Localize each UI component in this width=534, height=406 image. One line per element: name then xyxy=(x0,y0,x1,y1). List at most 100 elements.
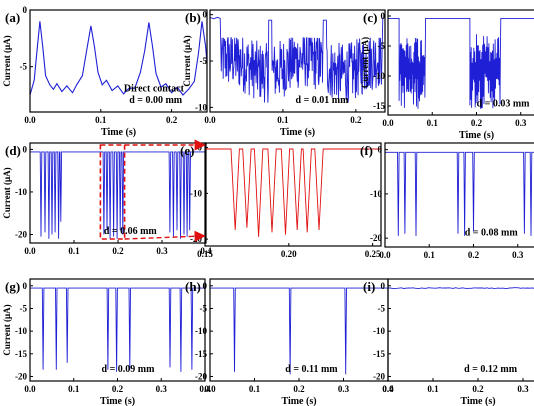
x-tick-label: 0.4 xyxy=(199,384,211,394)
x-tick-label: 0.0 xyxy=(24,246,36,256)
distance-annotation: d = 0.01 mm xyxy=(296,95,350,106)
panel-f: 0.00.10.20.30.40-10-20(f)d = 0.08 mm xyxy=(360,142,534,260)
y-tick-label: -5 xyxy=(378,41,386,51)
y-tick-label: -5 xyxy=(200,303,208,313)
zoom-highlight-box xyxy=(99,144,126,240)
plot-area xyxy=(205,148,381,237)
x-tick-label: 0.2 xyxy=(112,246,124,256)
x-tick-label: 0.0 xyxy=(204,115,216,125)
x-tick-label: 0.4 xyxy=(382,384,394,394)
axes-frame xyxy=(29,9,208,113)
plot-area xyxy=(385,151,534,236)
series-trace xyxy=(30,151,206,239)
y-tick-label: -20 xyxy=(15,371,27,381)
y-tick-label: -5 xyxy=(200,56,208,66)
x-tick-label: 0.3 xyxy=(515,118,527,128)
y-tick-label: 0 xyxy=(23,5,28,15)
x-tick-label: 0.0 xyxy=(379,250,391,260)
y-axis-label: Current (μA) xyxy=(2,304,12,355)
panel-d: 0.0 0.1 0.2 0.3 0.4 0 -10 -20 (d) Current (μA) d =… xyxy=(2,142,212,256)
x-tick-label: 0.0 xyxy=(24,115,36,125)
distance-annotation: d = 0.11 mm xyxy=(285,364,338,375)
x-tick-label: 0.0 xyxy=(204,384,216,394)
distance-annotation: d = 0.03 mm xyxy=(477,99,531,110)
panel-label: (c) xyxy=(363,10,377,25)
y-tick-label: -5 xyxy=(20,303,28,313)
y-tick-label: -20 xyxy=(373,371,385,381)
panel-label: (d) xyxy=(5,143,21,158)
panel-h: 0.0 0.1 0.2 0.3 0.4 0 -5 -10 -15 -20 (h) Time (s) d … xyxy=(185,278,394,406)
x-tick-label: 0.1 xyxy=(427,384,439,394)
y-tick-label: -15 xyxy=(373,101,385,111)
y-tick-label: -10 xyxy=(373,326,385,336)
x-tick-label: 0.1 xyxy=(95,115,107,125)
y-tick-label: 0 xyxy=(23,144,28,154)
x-axis-label: Time (s) xyxy=(101,127,136,138)
x-tick-label: 0.2 xyxy=(293,384,305,394)
y-tick-label: 0 xyxy=(203,281,208,291)
x-tick-label: 0.2 xyxy=(166,115,178,125)
axes-frame xyxy=(204,142,382,247)
y-axis-label: Current (μA) xyxy=(182,35,192,86)
plot-area xyxy=(388,287,534,289)
x-tick-label: 0.25 xyxy=(365,249,381,259)
distance-annotation: d = 0.08 mm xyxy=(465,228,519,239)
panel-g: 0.0 0.1 0.2 0.3 0.4 0 -5 -10 -15 -20 (g) Time (s) Cu… xyxy=(2,278,211,406)
x-axis-label: Time (s) xyxy=(459,130,494,141)
y-tick-label: -10 xyxy=(195,326,207,336)
plot-area xyxy=(210,16,385,103)
y-tick-label: -10 xyxy=(373,71,385,81)
distance-annotation: d = 0.00 mm xyxy=(129,95,183,106)
y-tick-label: -20 xyxy=(195,371,207,381)
distance-annotation: d = 0.09 mm xyxy=(102,364,156,375)
panel-label: (f) xyxy=(360,143,373,158)
x-tick-label: 0.2 xyxy=(350,115,362,125)
connector-bottom xyxy=(124,230,206,242)
plot-area xyxy=(30,21,207,96)
y-tick-label: 0 xyxy=(378,145,383,155)
x-tick-label: 0.0 xyxy=(24,384,36,394)
y-tick-label: -10 xyxy=(370,189,382,199)
series-trace xyxy=(30,287,205,372)
panel-label: (e) xyxy=(180,143,194,158)
x-tick-label: 0.0 xyxy=(382,118,394,128)
y-tick-label: 0 xyxy=(381,281,386,291)
x-tick-label: 0.3 xyxy=(156,384,168,394)
distance-annotation: d = 0.06 mm xyxy=(104,226,158,237)
y-axis-label: Current (μA) xyxy=(2,35,12,86)
panel-i: 0.0 0.1 0.2 0.3 0.4 0 -5 -10 -15 -20 (i) Time (s) d … xyxy=(363,278,534,406)
x-tick-label: 0.1 xyxy=(249,384,261,394)
panel-a: 0.0 0.1 0.2 0 -5 (a) Time (s) Current (μA) d = 0… xyxy=(2,5,208,138)
x-tick-label: 0.1 xyxy=(68,384,80,394)
x-axis-label: Time (s) xyxy=(460,396,495,406)
plot-area xyxy=(30,287,205,372)
series-trace xyxy=(210,16,385,103)
y-tick-label: -5 xyxy=(20,62,28,72)
y-tick-label: 0 xyxy=(203,10,208,20)
plot-area xyxy=(388,17,534,109)
plot-area xyxy=(210,287,388,375)
series-trace xyxy=(388,17,534,109)
panel-label: (i) xyxy=(363,279,375,294)
panel-c: 0.00.10.20.30.40-5-10-15(c)Time (s)Curre… xyxy=(360,9,534,141)
x-axis-label: Time (s) xyxy=(281,396,316,406)
x-tick-label: 0.20 xyxy=(281,249,297,259)
panel-label: (g) xyxy=(5,279,20,294)
y-axis-label: Current (μA) xyxy=(2,167,12,218)
x-tick-label: 0.3 xyxy=(512,250,524,260)
y-tick-label: -15 xyxy=(373,349,385,359)
note-annotation: Direct contact xyxy=(124,84,185,95)
zoom-connectors xyxy=(124,139,206,242)
series-trace xyxy=(210,287,388,375)
x-tick-label: 0.3 xyxy=(156,246,168,256)
x-tick-label: 0.2 xyxy=(471,118,483,128)
x-tick-label: 0.1 xyxy=(427,118,439,128)
y-tick-label: 0 xyxy=(198,143,203,153)
panel-b: 0.0 0.1 0.2 0 -5 -10 (b) Time (s) Current (μA) d … xyxy=(182,9,386,138)
x-tick-label: 0.0 xyxy=(382,384,394,394)
y-tick-label: -20 xyxy=(15,229,27,239)
x-tick-label: 0.4 xyxy=(200,246,212,256)
x-tick-label: 0.2 xyxy=(468,250,480,260)
panel-label: (a) xyxy=(5,10,20,25)
distance-annotation: d = 0.12 mm xyxy=(464,364,518,375)
